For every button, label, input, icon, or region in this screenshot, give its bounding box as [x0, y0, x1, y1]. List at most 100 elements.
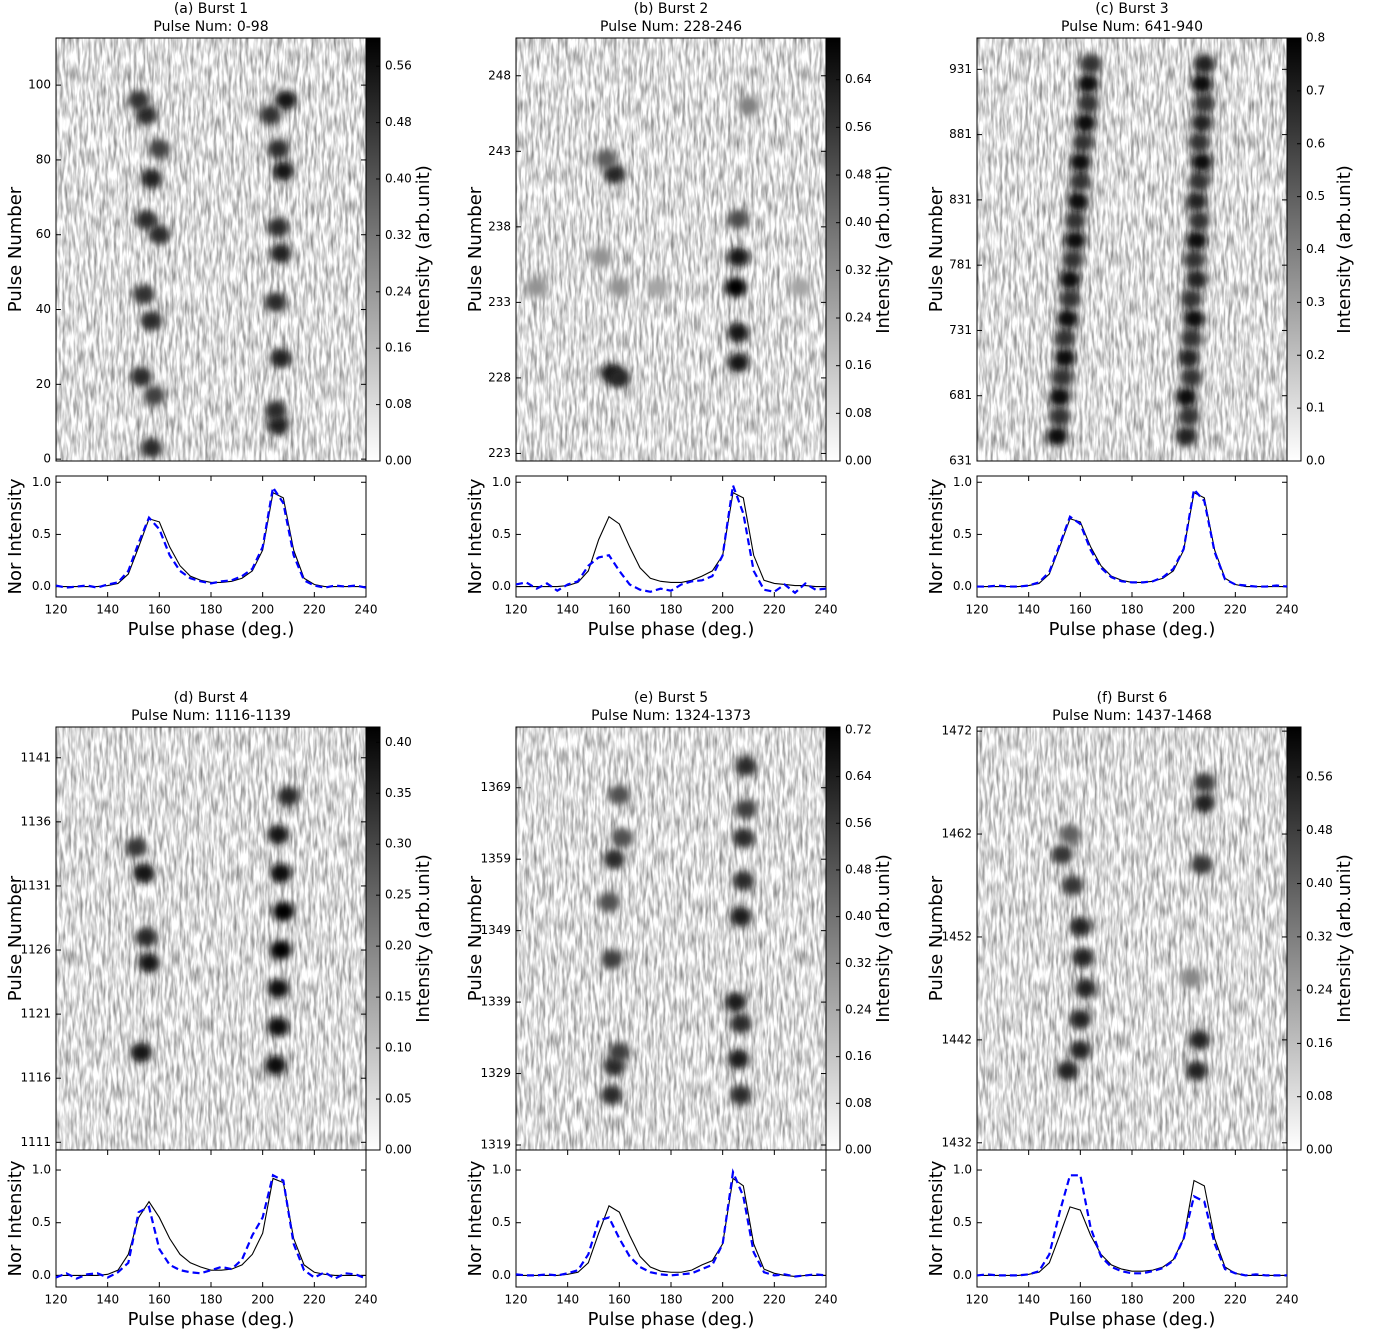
intensity-patch — [734, 756, 757, 777]
x-tick-label: 120 — [966, 1293, 989, 1307]
y-tick-label: 0.5 — [32, 527, 51, 541]
intensity-patch — [1188, 1029, 1211, 1050]
intensity-patch — [1048, 406, 1071, 427]
x-tick-label: 240 — [815, 1293, 838, 1307]
colorbar-tick-label: 0.00 — [845, 454, 872, 468]
y-tick-label: 1462 — [941, 827, 972, 841]
colorbar-tick-label: 0.40 — [845, 909, 872, 923]
y-tick-label: 60 — [36, 227, 51, 241]
intensity-patch — [729, 1084, 752, 1105]
axes-frame — [515, 475, 827, 598]
colorbar-tick-label: 0.10 — [385, 1041, 412, 1055]
axes-frame — [55, 475, 367, 598]
chart-title: (f) Burst 6 — [1097, 690, 1168, 706]
intensity-patch — [1059, 824, 1081, 845]
y-axis-label: Pulse Number — [465, 875, 486, 1001]
intensity-patch — [1193, 793, 1216, 814]
colorbar-tick-label: 0.5 — [1306, 189, 1325, 203]
intensity-patch — [1185, 269, 1208, 290]
y-tick-label: 0.5 — [953, 527, 972, 541]
colorbar-label: Intensity (arb.unit) — [873, 854, 894, 1023]
colorbar-tick-label: 0.24 — [845, 311, 872, 325]
intensity-patch — [1053, 328, 1076, 349]
colorbar-tick-label: 0.56 — [385, 59, 412, 73]
intensity-patch — [1064, 210, 1087, 231]
x-tick-label: 240 — [355, 1293, 378, 1307]
intensity-patch — [272, 161, 295, 182]
colorbar-tick-label: 0.32 — [845, 263, 872, 277]
colorbar-tick-label: 0.56 — [845, 816, 872, 830]
y-tick-label: 1442 — [941, 1032, 972, 1046]
colorbar-tick-label: 0.40 — [845, 215, 872, 229]
intensity-patch — [1180, 968, 1203, 989]
y-tick-label: 228 — [488, 370, 511, 384]
chart-title: (e) Burst 5 — [634, 690, 708, 706]
colorbar-tick-label: 0.32 — [845, 956, 872, 970]
y-tick-label: 1472 — [941, 724, 972, 738]
colorbar-tick-label: 0.30 — [385, 837, 412, 851]
colorbar-tick-label: 0.3 — [1306, 295, 1325, 309]
colorbar-tick-label: 0.24 — [845, 1002, 872, 1016]
x-tick-label: 200 — [251, 603, 274, 617]
colorbar-tick-label: 0.15 — [385, 990, 412, 1004]
profile-line — [55, 484, 367, 589]
colorbar-tick-label: 0.72 — [845, 722, 872, 736]
x-tick-label: 160 — [608, 603, 631, 617]
intensity-patch — [138, 952, 160, 973]
intensity-patch — [1056, 1060, 1079, 1081]
chart-subtitle: Pulse Num: 641-940 — [1061, 19, 1203, 35]
colorbar-tick-label: 0.0 — [1306, 454, 1325, 468]
y-axis-label: Pulse Number — [926, 875, 947, 1001]
colorbar — [365, 37, 381, 462]
colorbar-tick-label: 0.00 — [385, 1143, 412, 1157]
y-tick-label: 0.0 — [953, 579, 972, 593]
y-axis-label: Nor Intensity — [926, 1160, 947, 1276]
x-tick-label: 160 — [1069, 603, 1092, 617]
intensity-patch — [140, 437, 163, 458]
x-axis-label: Pulse phase (deg.) — [128, 1309, 295, 1330]
intensity-patch — [148, 224, 171, 245]
intensity-patch — [598, 892, 620, 913]
y-tick-label: 1126 — [20, 943, 51, 957]
colorbar-tick-label: 0.16 — [385, 341, 412, 355]
colorbar-tick-label: 0.24 — [1306, 983, 1333, 997]
y-tick-label: 831 — [949, 192, 972, 206]
profile-line — [977, 487, 1288, 588]
y-tick-label: 0.0 — [492, 579, 511, 593]
y-tick-label: 100 — [28, 78, 51, 92]
x-tick-label: 140 — [556, 603, 579, 617]
y-tick-label: 1116 — [20, 1071, 51, 1085]
intensity-patch — [269, 863, 292, 884]
intensity-patch — [1051, 367, 1074, 388]
intensity-patch — [724, 992, 747, 1013]
x-tick-label: 240 — [1276, 1293, 1299, 1307]
intensity-patch — [732, 870, 755, 891]
intensity-patch — [264, 400, 287, 421]
colorbar-tick-label: 0.4 — [1306, 242, 1325, 256]
intensity-patch — [1190, 73, 1213, 94]
colorbar — [1286, 726, 1302, 1151]
profile-line — [515, 485, 827, 595]
x-tick-label: 180 — [660, 1293, 683, 1307]
intensity-patch — [1193, 54, 1216, 75]
intensity-patch — [1190, 854, 1213, 875]
intensity-patch — [595, 148, 618, 169]
y-tick-label: 1.0 — [953, 1163, 972, 1177]
x-tick-label: 140 — [1017, 1293, 1040, 1307]
x-tick-label: 160 — [148, 603, 171, 617]
colorbar-tick-label: 0.32 — [385, 228, 412, 242]
x-tick-label: 220 — [763, 603, 786, 617]
intensity-patch — [1077, 73, 1100, 94]
intensity-patch — [1190, 152, 1213, 173]
colorbar-tick-label: 0.16 — [1306, 1036, 1333, 1050]
chart-title: (b) Burst 2 — [634, 1, 709, 17]
y-axis-label: Pulse Number — [5, 875, 26, 1001]
y-tick-label: 80 — [36, 152, 51, 166]
colorbar-label: Intensity (arb.unit) — [873, 165, 894, 334]
colorbar — [365, 726, 381, 1151]
colorbar-tick-label: 0.00 — [1306, 1143, 1333, 1157]
colorbar-tick-label: 0.16 — [845, 358, 872, 372]
heatmap-image — [56, 38, 366, 461]
intensity-patch — [608, 367, 631, 388]
intensity-patch — [1051, 844, 1074, 865]
